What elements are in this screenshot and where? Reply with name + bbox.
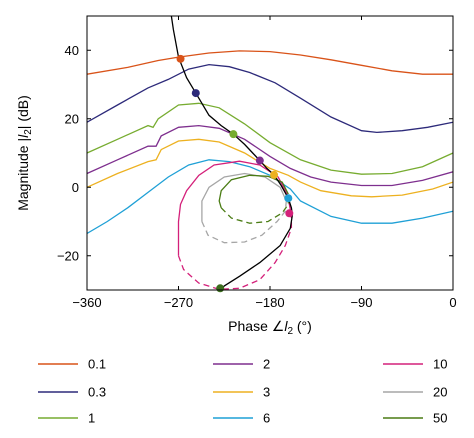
series-2-marker bbox=[255, 156, 264, 165]
x-axis-label: Phase ∠l2 (°) bbox=[228, 318, 312, 337]
y-axis-label: Magnitude |l2| (dB) bbox=[15, 95, 34, 211]
legend-label-2: 2 bbox=[263, 357, 270, 372]
y-tick-label: 40 bbox=[65, 43, 79, 58]
series-6-marker bbox=[284, 194, 293, 203]
series-10-marker bbox=[285, 209, 294, 218]
legend-label-0.1: 0.1 bbox=[88, 357, 106, 372]
series-20-line-dashed bbox=[201, 200, 287, 244]
series-10-line-solid bbox=[177, 160, 293, 256]
legend-label-1: 1 bbox=[88, 411, 95, 426]
y-tick-label: 20 bbox=[65, 111, 79, 126]
series-1-line bbox=[87, 102, 453, 175]
series-6-line bbox=[87, 159, 453, 235]
legend-label-0.3: 0.3 bbox=[88, 385, 106, 400]
plot-background bbox=[87, 16, 453, 290]
legend-label-50: 50 bbox=[433, 411, 447, 426]
legend-label-6: 6 bbox=[263, 411, 270, 426]
y-tick-label: 0 bbox=[72, 180, 79, 195]
series-20-line-solid bbox=[201, 172, 287, 222]
series-50-line-dashed bbox=[220, 194, 289, 224]
axis-ticks: −360 −270 −180 −90 0 −20 0 20 40 bbox=[57, 16, 457, 310]
legend-label-3: 3 bbox=[263, 385, 270, 400]
series-10-line-dashed bbox=[177, 214, 293, 290]
x-tick-label: −90 bbox=[350, 295, 372, 310]
y-tick-label: −20 bbox=[57, 248, 79, 263]
x-tick-label: −270 bbox=[164, 295, 193, 310]
series-3-marker bbox=[270, 170, 279, 179]
series-1-marker bbox=[229, 130, 238, 139]
series-2-line bbox=[87, 124, 453, 187]
legend-label-10: 10 bbox=[433, 357, 447, 372]
series-0.3-marker bbox=[191, 89, 200, 98]
x-tick-label: −360 bbox=[72, 295, 101, 310]
x-tick-label: −180 bbox=[255, 295, 284, 310]
legend-label-20: 20 bbox=[433, 385, 447, 400]
plot-markers bbox=[176, 54, 294, 293]
series-0.1-marker bbox=[176, 54, 185, 63]
series-50-line-solid bbox=[218, 174, 289, 208]
locus-end-marker bbox=[216, 284, 225, 293]
series-0.3-line bbox=[87, 63, 453, 134]
series-0.1-line bbox=[87, 50, 453, 75]
x-tick-label: 0 bbox=[449, 295, 456, 310]
legend: 0.1 0.3 1 2 3 6 10 20 50 bbox=[38, 357, 447, 426]
